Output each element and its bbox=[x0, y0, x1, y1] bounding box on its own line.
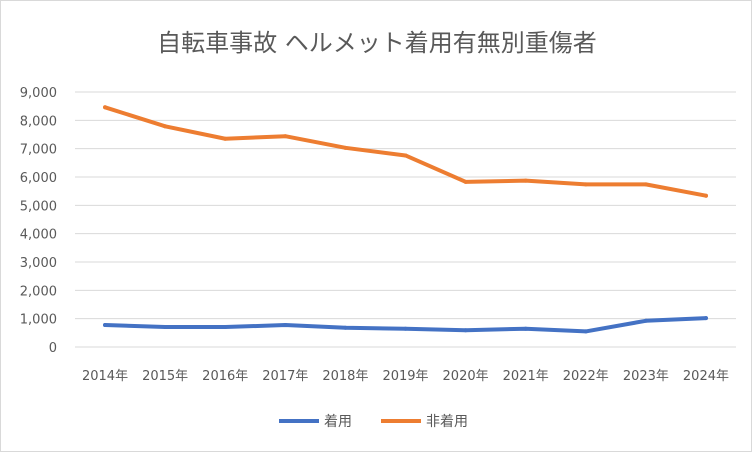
x-tick-label: 2021年 bbox=[503, 369, 549, 384]
x-tick-label: 2017年 bbox=[262, 369, 308, 384]
y-tick-label: 0 bbox=[49, 341, 57, 356]
data-point bbox=[583, 329, 588, 334]
x-tick-label: 2022年 bbox=[563, 369, 609, 384]
data-point bbox=[283, 134, 288, 139]
data-point bbox=[523, 326, 528, 331]
x-tick-label: 2020年 bbox=[443, 369, 489, 384]
y-tick-label: 6,000 bbox=[20, 171, 57, 186]
data-point bbox=[343, 325, 348, 330]
x-tick-label: 2019年 bbox=[382, 369, 428, 384]
data-point bbox=[703, 193, 708, 198]
y-tick-label: 5,000 bbox=[20, 199, 57, 214]
legend-label: 非着用 bbox=[426, 414, 468, 430]
y-tick-label: 8,000 bbox=[20, 114, 57, 129]
data-point bbox=[403, 153, 408, 158]
data-point bbox=[103, 323, 108, 328]
x-tick-label: 2014年 bbox=[82, 369, 128, 384]
x-tick-label: 2016年 bbox=[202, 369, 248, 384]
x-tick-label: 2024年 bbox=[683, 369, 729, 384]
data-point bbox=[163, 325, 168, 330]
y-tick-label: 7,000 bbox=[20, 143, 57, 158]
data-point bbox=[163, 124, 168, 129]
data-point bbox=[703, 316, 708, 321]
data-point bbox=[103, 105, 108, 110]
legend-label: 着用 bbox=[324, 414, 352, 430]
y-tick-label: 1,000 bbox=[20, 313, 57, 328]
data-point bbox=[583, 182, 588, 187]
data-point bbox=[463, 328, 468, 333]
data-point bbox=[223, 136, 228, 141]
x-tick-label: 2023年 bbox=[623, 369, 669, 384]
data-point bbox=[643, 318, 648, 323]
data-point bbox=[643, 182, 648, 187]
data-point bbox=[403, 326, 408, 331]
chart-title: 自転車事故 ヘルメット着用有無別重傷者 bbox=[157, 29, 597, 57]
data-point bbox=[223, 325, 228, 330]
data-point bbox=[283, 323, 288, 328]
data-point bbox=[343, 145, 348, 150]
y-tick-label: 3,000 bbox=[20, 256, 57, 271]
y-tick-label: 4,000 bbox=[20, 228, 57, 243]
x-tick-label: 2018年 bbox=[322, 369, 368, 384]
data-point bbox=[523, 178, 528, 183]
x-tick-label: 2015年 bbox=[142, 369, 188, 384]
data-point bbox=[463, 179, 468, 184]
y-tick-label: 9,000 bbox=[20, 86, 57, 101]
y-tick-label: 2,000 bbox=[20, 284, 57, 299]
